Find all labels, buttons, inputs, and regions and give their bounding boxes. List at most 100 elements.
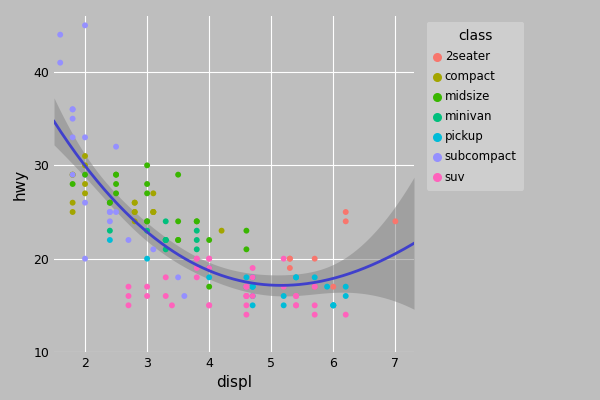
Point <box>242 293 251 299</box>
Point <box>173 218 183 224</box>
Point <box>68 172 77 178</box>
Point <box>341 312 350 318</box>
Point <box>80 172 90 178</box>
Point <box>68 106 77 112</box>
Point <box>279 256 289 262</box>
Point <box>341 218 350 224</box>
Point <box>161 218 170 224</box>
Point <box>80 153 90 159</box>
Point <box>105 200 115 206</box>
Point <box>130 209 139 215</box>
Point <box>111 172 121 178</box>
Point <box>149 190 158 196</box>
Point <box>142 256 152 262</box>
Point <box>192 237 202 243</box>
Point <box>279 302 289 308</box>
Point <box>242 284 251 290</box>
Point <box>279 293 289 299</box>
Point <box>142 218 152 224</box>
Point <box>179 293 189 299</box>
Point <box>80 190 90 196</box>
Point <box>329 284 338 290</box>
Point <box>68 181 77 187</box>
Point <box>329 302 338 308</box>
Point <box>310 274 319 280</box>
Point <box>142 284 152 290</box>
Point <box>68 172 77 178</box>
Point <box>142 293 152 299</box>
Point <box>242 312 251 318</box>
Point <box>291 302 301 308</box>
Point <box>124 302 133 308</box>
Point <box>192 246 202 252</box>
Point <box>105 218 115 224</box>
Point <box>130 218 139 224</box>
Point <box>161 293 170 299</box>
Point <box>192 218 202 224</box>
Point <box>80 134 90 140</box>
Point <box>173 274 183 280</box>
Point <box>55 60 65 66</box>
Point <box>68 209 77 215</box>
Point <box>242 293 251 299</box>
Point <box>192 256 202 262</box>
Point <box>80 200 90 206</box>
Point <box>242 302 251 308</box>
Point <box>105 200 115 206</box>
Point <box>248 274 257 280</box>
Point <box>192 218 202 224</box>
Point <box>173 237 183 243</box>
Point <box>124 293 133 299</box>
Point <box>291 274 301 280</box>
Point <box>248 284 257 290</box>
Point <box>310 302 319 308</box>
Point <box>205 256 214 262</box>
Point <box>291 274 301 280</box>
Point <box>310 312 319 318</box>
Point <box>329 302 338 308</box>
Point <box>285 256 295 262</box>
Point <box>173 172 183 178</box>
Point <box>142 190 152 196</box>
Point <box>68 106 77 112</box>
Point <box>111 190 121 196</box>
Point <box>161 246 170 252</box>
Point <box>248 293 257 299</box>
Point <box>242 284 251 290</box>
Point <box>80 172 90 178</box>
Point <box>248 265 257 271</box>
Point <box>242 274 251 280</box>
Legend: 2seater, compact, midsize, minivan, pickup, subcompact, suv: 2seater, compact, midsize, minivan, pick… <box>427 22 524 191</box>
Point <box>149 209 158 215</box>
Point <box>310 256 319 262</box>
Point <box>80 22 90 28</box>
Point <box>248 284 257 290</box>
Point <box>192 265 202 271</box>
Point <box>192 274 202 280</box>
Point <box>161 274 170 280</box>
Point <box>310 284 319 290</box>
Point <box>205 274 214 280</box>
Point <box>248 293 257 299</box>
Point <box>149 209 158 215</box>
Point <box>192 256 202 262</box>
Point <box>205 237 214 243</box>
Point <box>149 209 158 215</box>
Point <box>242 228 251 234</box>
Point <box>105 200 115 206</box>
Point <box>130 200 139 206</box>
Point <box>242 284 251 290</box>
Point <box>391 218 400 224</box>
Point <box>111 172 121 178</box>
Point <box>322 284 332 290</box>
Point <box>285 265 295 271</box>
Point <box>291 293 301 299</box>
Point <box>105 209 115 215</box>
Point <box>130 209 139 215</box>
Point <box>242 293 251 299</box>
Point <box>248 284 257 290</box>
Point <box>161 237 170 243</box>
Point <box>161 237 170 243</box>
Point <box>173 237 183 243</box>
Point <box>68 116 77 122</box>
